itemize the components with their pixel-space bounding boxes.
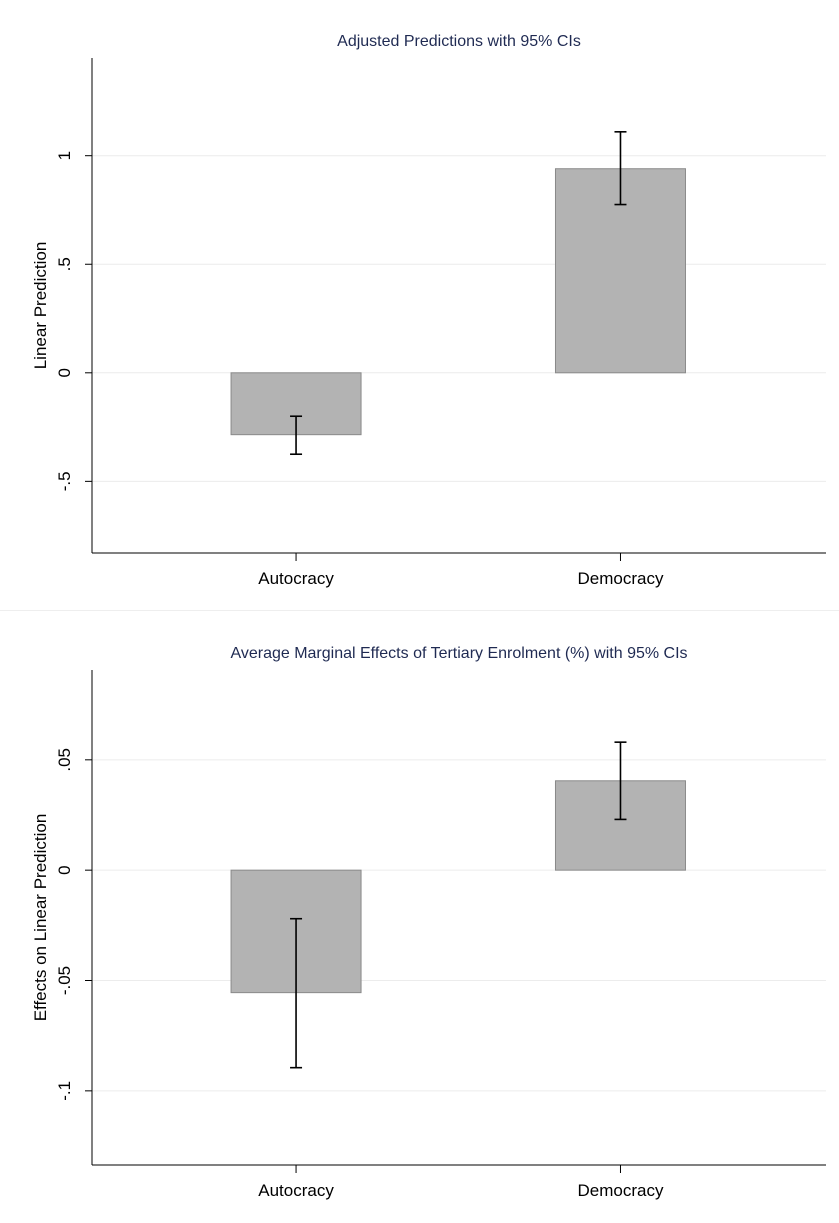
chart-title: Adjusted Predictions with 95% CIs xyxy=(337,33,581,50)
x-tick-label-autocracy: Autocracy xyxy=(258,569,334,588)
y-tick-label: .05 xyxy=(55,748,74,772)
x-tick-label-democracy: Democracy xyxy=(577,569,663,588)
y-tick-label: 1 xyxy=(55,151,74,160)
y-tick-label: -.1 xyxy=(55,1081,74,1101)
y-tick-label: 0 xyxy=(55,368,74,377)
chart-marginal-effects: Autocracy Democracy -.1 -.05 0 .05 Effects on … xyxy=(31,645,826,1200)
y-tick-label: 0 xyxy=(55,865,74,874)
y-tick-label: .5 xyxy=(55,257,74,271)
chart-title: Average Marginal Effects of Tertiary Enr… xyxy=(230,645,687,662)
chart-panel-marginal-effects: Autocracy Democracy -.1 -.05 0 .05 Effects on … xyxy=(0,612,839,1223)
y-axis-title: Linear Prediction xyxy=(31,242,50,370)
chart-panel-adjusted-predictions: Autocracy Democracy -.5 0 .5 1 Linear Predicti… xyxy=(0,0,839,611)
x-tick-label-autocracy: Autocracy xyxy=(258,1181,334,1200)
y-tick-label: -.05 xyxy=(55,966,74,995)
y-tick-label: -.5 xyxy=(55,471,74,491)
chart-adjusted-predictions: Autocracy Democracy -.5 0 .5 1 Linear Predicti… xyxy=(31,33,826,588)
x-tick-label-democracy: Democracy xyxy=(577,1181,663,1200)
y-axis-title: Effects on Linear Prediction xyxy=(31,814,50,1022)
